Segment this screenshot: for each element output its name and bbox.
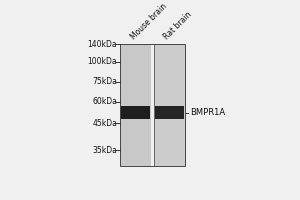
Text: Mouse brain: Mouse brain [129, 2, 169, 42]
Bar [121, 106, 151, 119]
Bar [120, 44, 152, 166]
Text: 60kDa: 60kDa [92, 97, 117, 106]
Text: 75kDa: 75kDa [92, 77, 117, 86]
Bar [154, 44, 185, 166]
Bar [120, 44, 185, 166]
Text: BMPR1A: BMPR1A [190, 108, 225, 117]
Text: 140kDa: 140kDa [88, 40, 117, 49]
Text: 35kDa: 35kDa [92, 146, 117, 155]
Text: 45kDa: 45kDa [92, 119, 117, 128]
Text: Rat brain: Rat brain [163, 10, 194, 42]
Text: 100kDa: 100kDa [88, 57, 117, 66]
Bar [155, 106, 184, 119]
